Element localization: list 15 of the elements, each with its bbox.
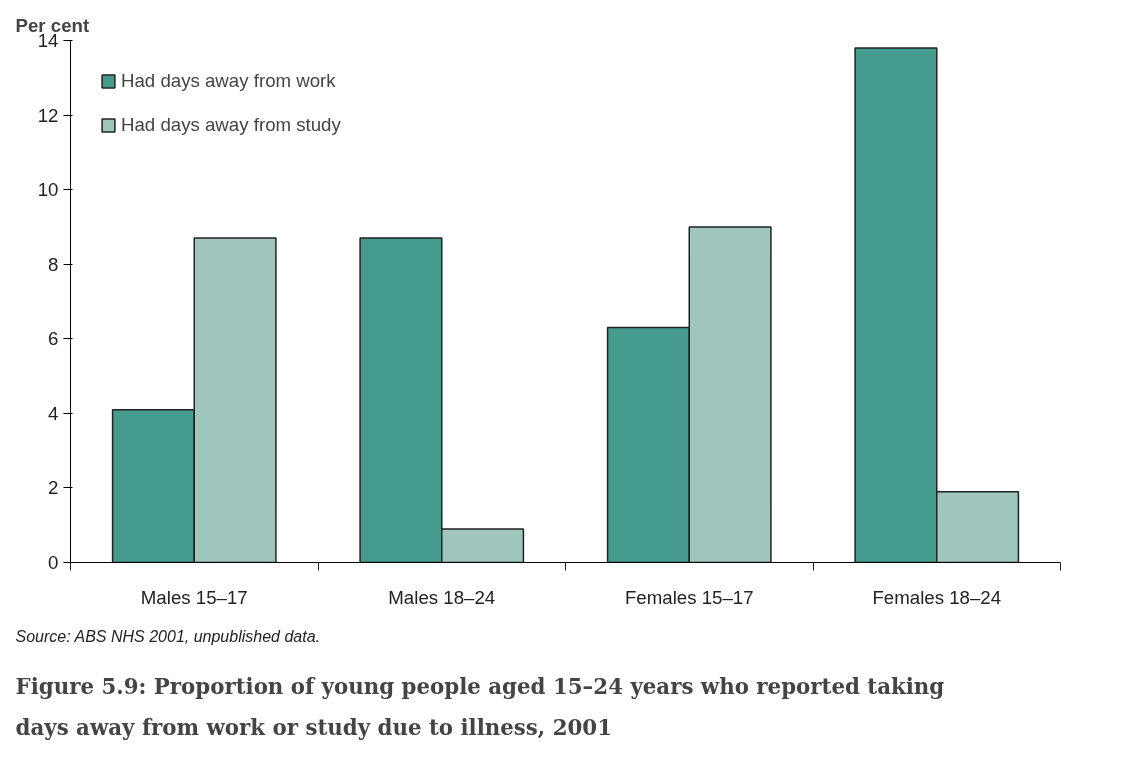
x-tick-label: Males 18–24 [388, 586, 496, 608]
text: Figure 5.9: Proportion of young people aged 15–24 years who reported taking days away from work or study due to illness, 2001 [15, 674, 945, 740]
y-tick-label: 6 [48, 328, 59, 350]
y-tick-label: 8 [48, 253, 59, 275]
legend-label: Had days away from study [121, 114, 341, 136]
x-tick-label: Males 15–17 [140, 586, 248, 608]
y-tick-label: 0 [48, 552, 59, 573]
y-tick-label: 12 [37, 104, 59, 126]
y-tick-label: 4 [48, 402, 59, 424]
legend-label: Had days away from work [121, 70, 336, 92]
y-tick-label: 10 [37, 179, 59, 201]
x-tick-label: Females 15–17 [624, 586, 754, 608]
x-tick-label: Females 18–24 [872, 586, 1002, 608]
y-tick-label: 2 [48, 477, 59, 499]
source-note: Source: ABS NHS 2001, unpublished data. [15, 627, 320, 645]
